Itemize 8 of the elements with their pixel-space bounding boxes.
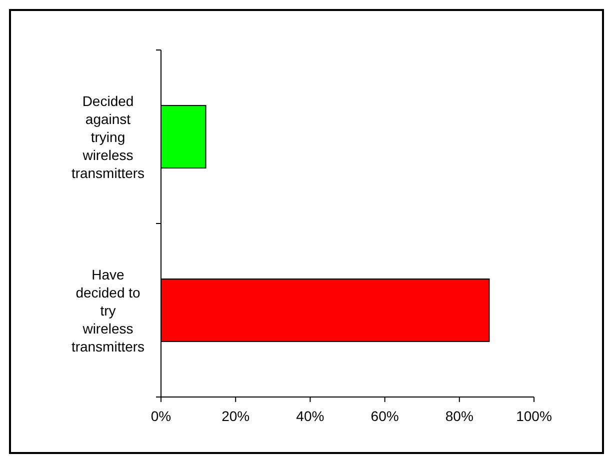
x-tick-label: 100%: [516, 408, 552, 424]
y-tick-label: Have decided to try wireless transmitters: [71, 266, 145, 354]
y-tick-label: Decided against trying wireless transmitters: [71, 92, 145, 181]
x-tick-label: 0%: [150, 408, 172, 424]
x-tick-label: 20%: [222, 408, 250, 424]
x-tick-label: 40%: [296, 408, 324, 424]
x-tick-label: 80%: [445, 408, 474, 424]
x-tick-label: 60%: [370, 408, 399, 424]
